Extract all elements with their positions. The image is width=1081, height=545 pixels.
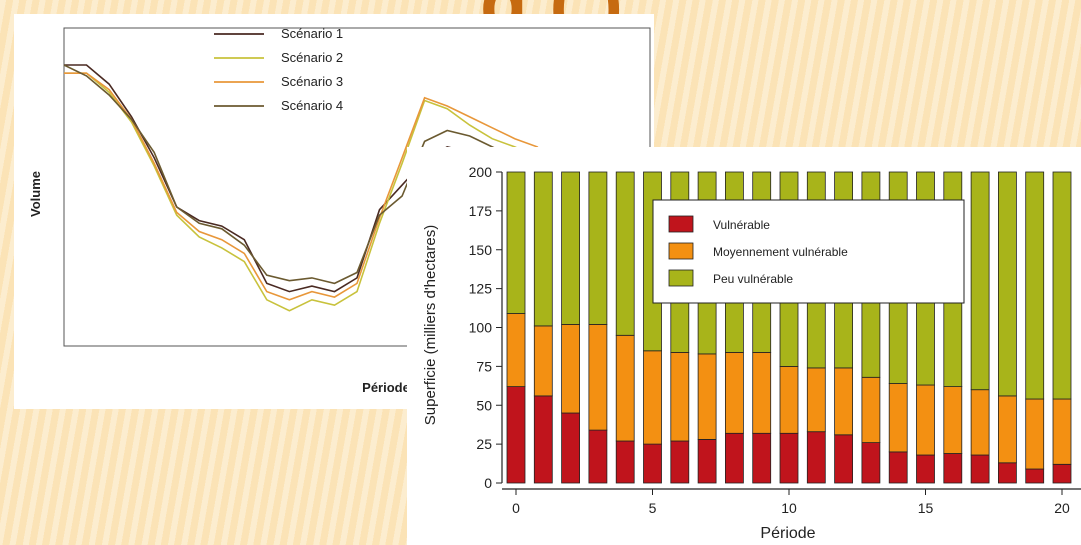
- bar-legend-label-3: Peu vulnérable: [713, 272, 793, 286]
- line-legend: Scénario 1 Scénario 2 Scénario 3 Scénario 4: [214, 26, 343, 113]
- bar-y-tick-label-25: 25: [476, 436, 492, 452]
- superficie-stacked-bar-chart: Superficie (milliers d'hectares) Période…: [422, 164, 1081, 542]
- bar-seg-2-15: [916, 384, 935, 456]
- bar-y-tick-label-0: 0: [484, 475, 492, 491]
- bar-seg-1-18: [998, 462, 1017, 484]
- bar-seg-1-6: [670, 440, 690, 484]
- bar-seg-3-0: [506, 171, 526, 314]
- bar-seg-1-11: [806, 431, 826, 484]
- bar-seg-2-19: [1025, 398, 1045, 470]
- bar-seg-2-6: [670, 351, 690, 442]
- bar-axes: 0 25 50 75 100 125 150 175 200 0 5 10 15 20: [469, 164, 1081, 516]
- bar-legend: Vulnérable Moyennement vulnérable Peu vuln…: [652, 199, 965, 304]
- bar-y-axis-label: Superficie (milliers d'hectares): [422, 225, 439, 425]
- bar-seg-2-0: [506, 313, 526, 387]
- bar-seg-1-15: [916, 454, 935, 484]
- bar-seg-2-5: [643, 350, 662, 445]
- bar-seg-1-14: [888, 451, 908, 484]
- bar-seg-2-16: [943, 386, 963, 454]
- line-legend-label-3: Scénario 3: [281, 74, 343, 89]
- line-y-axis-label: Volume: [28, 171, 43, 217]
- bar-seg-1-2: [561, 412, 581, 484]
- bar-seg-1-0: [506, 386, 526, 484]
- bar-x-tick-label-5: 5: [649, 500, 657, 516]
- bar-legend-swatch-3: [668, 269, 694, 287]
- bar-seg-1-4: [615, 440, 635, 484]
- line-legend-label-2: Scénario 2: [281, 50, 343, 65]
- bar-seg-2-12: [834, 367, 854, 436]
- bar-y-tick-label-150: 150: [469, 242, 493, 258]
- bar-x-axis-label: Période: [760, 525, 815, 542]
- bar-seg-1-20: [1052, 463, 1072, 484]
- bar-seg-3-1: [533, 171, 553, 327]
- bar-seg-3-3: [588, 171, 608, 325]
- bar-seg-1-8: [724, 432, 744, 484]
- bar-seg-2-17: [970, 389, 990, 456]
- bar-seg-1-16: [943, 453, 963, 484]
- bar-seg-3-19: [1025, 171, 1045, 400]
- line-legend-label-1: Scénario 1: [281, 26, 343, 41]
- bar-legend-label-1: Vulnérable: [713, 218, 770, 232]
- bar-y-tick-label-75: 75: [476, 358, 492, 374]
- bar-seg-2-4: [615, 334, 635, 442]
- bar-seg-2-7: [697, 353, 717, 440]
- superficie-bar-chart-panel: Superficie (milliers d'hectares) Période…: [407, 147, 1081, 545]
- bar-x-tick-label-15: 15: [918, 500, 934, 516]
- bar-seg-1-7: [697, 439, 717, 484]
- bar-seg-2-11: [806, 367, 826, 433]
- bar-seg-3-4: [615, 171, 635, 336]
- line-legend-label-4: Scénario 4: [281, 98, 343, 113]
- bar-seg-1-9: [752, 432, 772, 484]
- bar-x-tick-label-0: 0: [512, 500, 520, 516]
- bar-seg-2-18: [998, 395, 1017, 464]
- bar-seg-2-13: [861, 376, 881, 444]
- bar-seg-2-2: [561, 323, 581, 414]
- bar-y-tick-label-125: 125: [469, 281, 493, 297]
- bar-seg-1-3: [588, 429, 608, 484]
- bar-legend-swatch-2: [668, 242, 694, 260]
- bar-legend-box: [652, 199, 965, 304]
- bar-legend-swatch-1: [668, 215, 694, 233]
- bar-seg-2-10: [779, 365, 799, 434]
- line-x-axis-label: Période: [362, 380, 410, 395]
- bar-seg-1-17: [970, 454, 990, 484]
- bar-seg-1-10: [779, 432, 799, 484]
- bar-seg-2-20: [1052, 398, 1072, 465]
- bar-y-tick-label-50: 50: [476, 397, 492, 413]
- bar-legend-label-2: Moyennement vulnérable: [713, 245, 848, 259]
- bar-seg-3-2: [561, 171, 581, 325]
- bar-seg-3-20: [1052, 171, 1072, 400]
- bar-seg-2-8: [724, 351, 744, 434]
- bar-seg-1-1: [533, 395, 553, 484]
- bar-y-tick-label-200: 200: [469, 164, 493, 180]
- bar-seg-1-5: [643, 443, 662, 484]
- bar-seg-2-1: [533, 325, 553, 397]
- bar-x-tick-label-20: 20: [1054, 500, 1070, 516]
- bar-y-tick-label-175: 175: [469, 203, 493, 219]
- bar-seg-2-14: [888, 383, 908, 453]
- bar-x-tick-label-10: 10: [781, 500, 797, 516]
- bar-seg-2-3: [588, 323, 608, 431]
- bar-seg-3-18: [998, 171, 1017, 397]
- bar-y-tick-label-100: 100: [469, 320, 493, 336]
- bar-seg-1-13: [861, 442, 881, 484]
- bar-seg-1-12: [834, 434, 854, 484]
- bar-seg-1-19: [1025, 468, 1045, 484]
- bar-seg-2-9: [752, 351, 772, 434]
- bar-seg-3-17: [970, 171, 990, 391]
